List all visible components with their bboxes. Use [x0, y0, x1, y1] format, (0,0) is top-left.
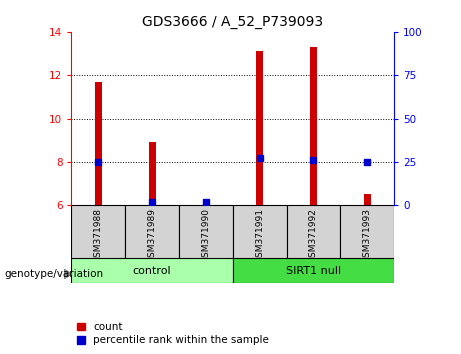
Text: GSM371988: GSM371988	[94, 208, 103, 263]
Text: GSM371993: GSM371993	[363, 208, 372, 263]
Bar	[179, 205, 233, 258]
Bar	[340, 205, 394, 258]
Bar	[148, 142, 156, 205]
Bar	[364, 194, 371, 205]
Text: GSM371990: GSM371990	[201, 208, 210, 263]
Text: GSM371989: GSM371989	[148, 208, 157, 263]
Title: GDS3666 / A_52_P739093: GDS3666 / A_52_P739093	[142, 16, 323, 29]
Bar	[287, 205, 340, 258]
Bar	[256, 51, 263, 205]
Bar	[71, 205, 125, 258]
Legend: count, percentile rank within the sample: count, percentile rank within the sample	[77, 322, 269, 345]
Polygon shape	[64, 269, 72, 279]
Text: GSM371991: GSM371991	[255, 208, 264, 263]
Bar	[95, 82, 102, 205]
Bar	[125, 205, 179, 258]
Bar	[310, 47, 317, 205]
Text: genotype/variation: genotype/variation	[5, 269, 104, 279]
Bar	[233, 258, 394, 283]
Text: SIRT1 null: SIRT1 null	[286, 266, 341, 276]
Bar	[233, 205, 287, 258]
Text: GSM371992: GSM371992	[309, 208, 318, 263]
Text: control: control	[133, 266, 171, 276]
Bar	[71, 258, 233, 283]
